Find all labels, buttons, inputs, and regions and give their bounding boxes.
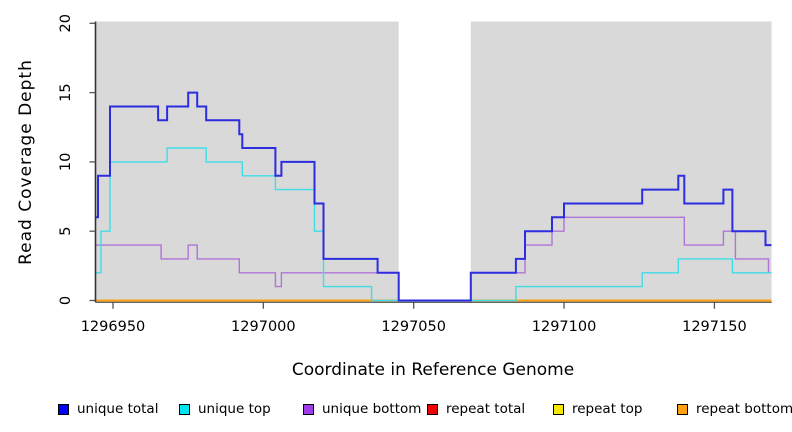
legend-label: repeat top <box>572 401 643 417</box>
legend-swatch-icon <box>179 403 190 415</box>
legend-swatch-icon <box>553 403 564 415</box>
series-line-unique-total <box>95 91 772 302</box>
y-tick-label: 15 <box>58 83 74 101</box>
x-tick-label: 1297100 <box>532 319 597 335</box>
legend-swatch-icon <box>427 403 438 415</box>
shaded-region <box>470 21 772 303</box>
legend-label: unique bottom <box>322 401 422 417</box>
legend-item-repeat-total: repeat total <box>427 401 525 417</box>
y-tick-label: 10 <box>58 153 74 171</box>
legend-item-unique-bottom: unique bottom <box>303 401 421 417</box>
x-tick-label: 1296950 <box>81 319 146 335</box>
legend-item-repeat-top: repeat top <box>553 401 642 417</box>
x-tick-label: 1297000 <box>231 319 296 335</box>
y-axis-label: Read Coverage Depth <box>16 59 36 265</box>
legend-label: unique total <box>77 401 159 417</box>
legend-item-repeat-bottom: repeat bottom <box>677 401 792 417</box>
legend-label: unique top <box>198 401 271 417</box>
x-axis-label: Coordinate in Reference Genome <box>291 360 575 380</box>
legend-swatch-icon <box>677 403 688 415</box>
legend-label: repeat total <box>446 401 526 417</box>
series-line-unique-top <box>95 147 772 302</box>
y-tick-label: 20 <box>58 14 74 32</box>
y-tick-label: 5 <box>58 227 74 236</box>
y-tick-label: 0 <box>58 296 74 305</box>
legend-item-unique-top: unique top <box>179 401 271 417</box>
legend-swatch-icon <box>58 403 69 415</box>
legend-label: repeat bottom <box>696 401 792 417</box>
x-tick-label: 1297050 <box>381 319 446 335</box>
legend-item-unique-total: unique total <box>58 401 158 417</box>
legend-swatch-icon <box>303 403 314 415</box>
x-tick-label: 1297150 <box>682 319 747 335</box>
